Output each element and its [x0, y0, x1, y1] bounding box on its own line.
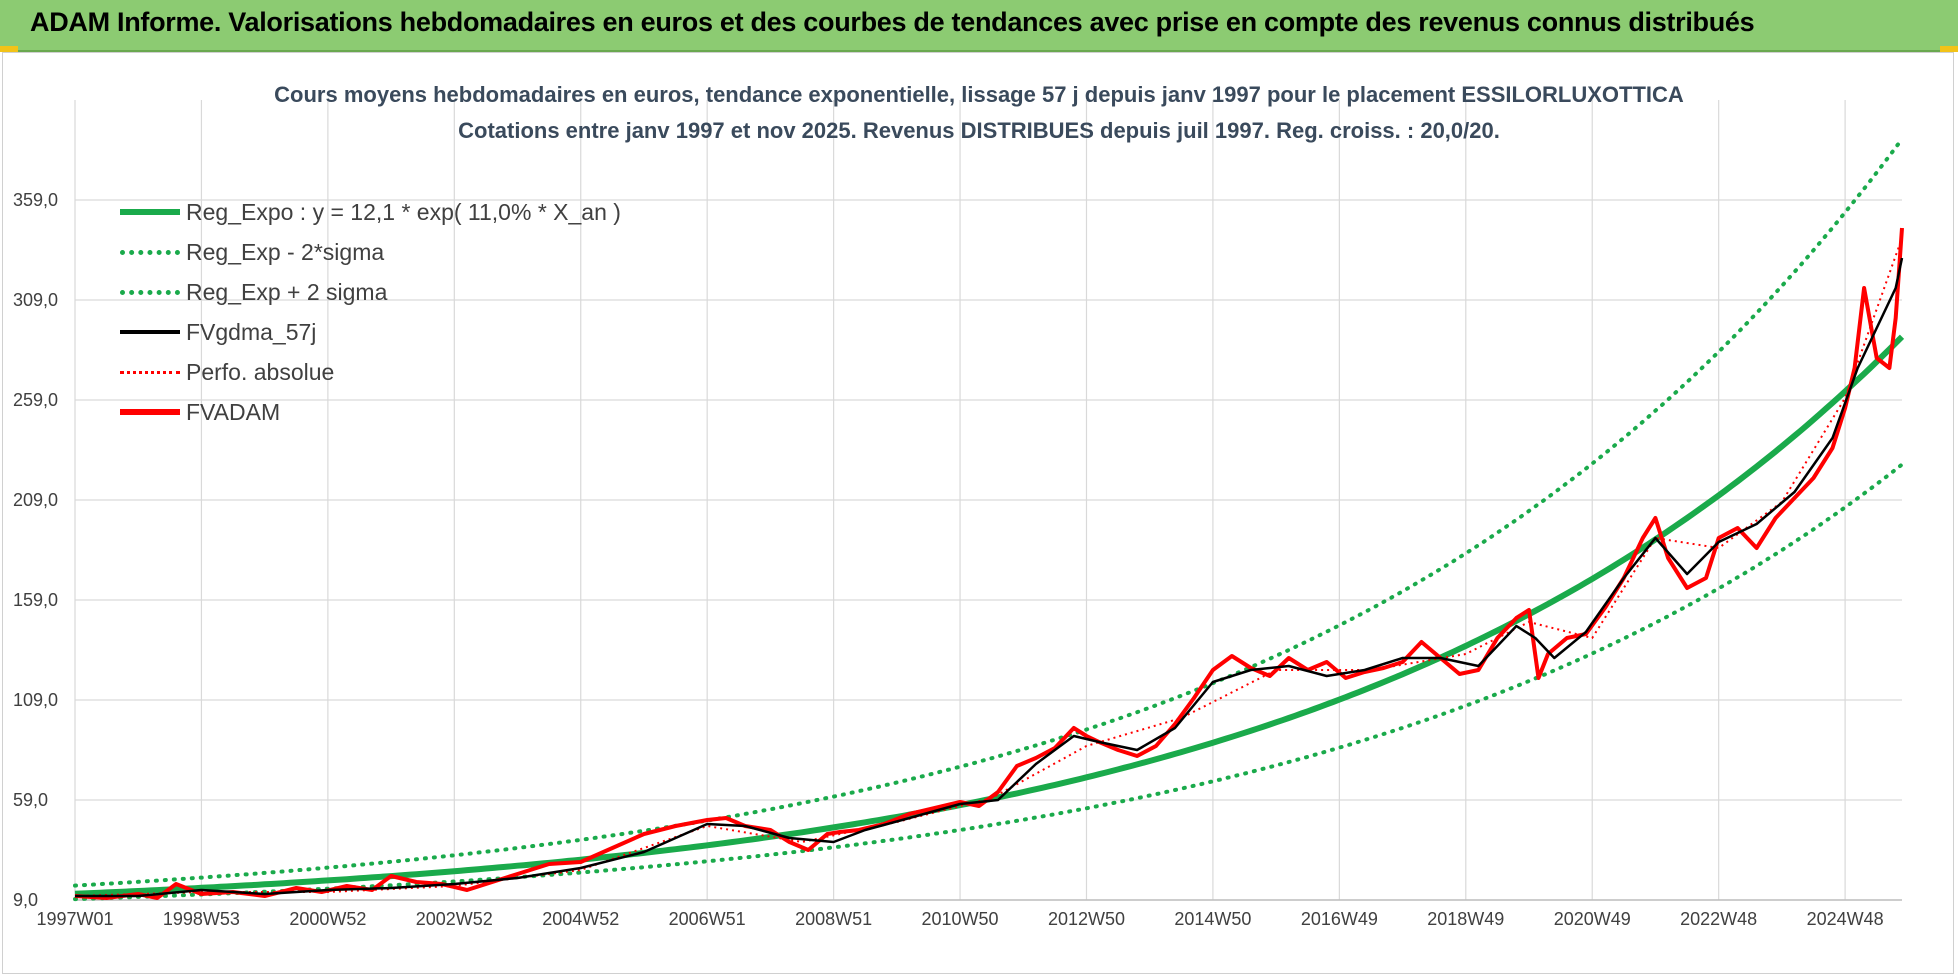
- y-tick-label: 209,0: [13, 490, 58, 510]
- legend-item: Reg_Exp - 2*sigma: [120, 232, 621, 272]
- legend-label: FVADAM: [186, 398, 281, 425]
- fvadam-line: [74, 227, 1904, 900]
- y-tick-label: 109,0: [13, 690, 58, 710]
- y-tick-label: 59,0: [13, 790, 48, 810]
- x-tick-label: 1998W53: [163, 909, 240, 929]
- chart-title: Cours moyens hebdomadaires en euros, ten…: [274, 82, 1684, 107]
- title-banner: ADAM Informe. Valorisations hebdomadaire…: [0, 0, 1958, 52]
- legend-swatch: [120, 370, 180, 374]
- x-tick-label: 2016W49: [1301, 909, 1378, 929]
- x-tick-label: 2002W52: [416, 909, 493, 929]
- fvgdma-line: [75, 257, 1904, 898]
- corner-marker-right: [1940, 46, 1958, 52]
- page-title: ADAM Informe. Valorisations hebdomadaire…: [30, 7, 1755, 37]
- legend-label: Reg_Exp + 2 sigma: [186, 278, 388, 305]
- regression-minus-2sigma-line: [73, 462, 1904, 902]
- x-tick-label: 1997W01: [36, 909, 113, 929]
- y-tick-label: 259,0: [13, 390, 58, 410]
- x-tick-label: 2012W50: [1048, 909, 1125, 929]
- x-tick-label: 2022W48: [1680, 909, 1757, 929]
- x-tick-label: 2014W50: [1174, 909, 1251, 929]
- line-chart: 9,0 59,0 109,0 159,0 209,0 259,0 309,0 359,0 199…: [13, 100, 1905, 929]
- chart-subtitle: Cotations entre janv 1997 et nov 2025. R…: [458, 118, 1500, 143]
- x-tick-label: 2018W49: [1427, 909, 1504, 929]
- regression-plus-2sigma-line: [73, 137, 1904, 888]
- legend-swatch: [120, 409, 180, 415]
- series-lines: [73, 137, 1905, 902]
- x-tick-label: 2006W51: [669, 909, 746, 929]
- x-tick-label: 2024W48: [1807, 909, 1884, 929]
- legend-label: FVgdma_57j: [186, 318, 317, 345]
- legend-swatch: [120, 249, 180, 255]
- corner-marker-left: [0, 46, 18, 52]
- legend-item: Reg_Expo : y = 12,1 * exp( 11,0% * X_an …: [120, 192, 621, 232]
- legend-item: FVADAM: [120, 392, 621, 432]
- legend-swatch: [120, 289, 180, 295]
- axis-labels: 9,0 59,0 109,0 159,0 209,0 259,0 309,0 359,0 199…: [13, 190, 1884, 929]
- legend-swatch: [120, 330, 180, 334]
- gridlines: [74, 100, 1902, 901]
- legend-item: Reg_Exp + 2 sigma: [120, 272, 621, 312]
- legend-swatch: [120, 209, 180, 215]
- x-tick-label: 2000W52: [289, 909, 366, 929]
- y-tick-label: 9,0: [13, 890, 38, 910]
- y-tick-label: 359,0: [13, 190, 58, 210]
- legend-label: Reg_Expo : y = 12,1 * exp( 11,0% * X_an …: [186, 198, 621, 225]
- x-tick-label: 2010W50: [922, 909, 999, 929]
- x-tick-label: 2020W49: [1554, 909, 1631, 929]
- y-tick-label: 159,0: [13, 590, 58, 610]
- legend-item: FVgdma_57j: [120, 312, 621, 352]
- y-tick-label: 309,0: [13, 290, 58, 310]
- legend-item: Perfo. absolue: [120, 352, 621, 392]
- x-tick-label: 2004W52: [542, 909, 619, 929]
- chart-legend: Reg_Expo : y = 12,1 * exp( 11,0% * X_an …: [120, 192, 621, 432]
- legend-label: Perfo. absolue: [186, 358, 335, 385]
- legend-label: Reg_Exp - 2*sigma: [186, 238, 385, 265]
- x-tick-label: 2008W51: [795, 909, 872, 929]
